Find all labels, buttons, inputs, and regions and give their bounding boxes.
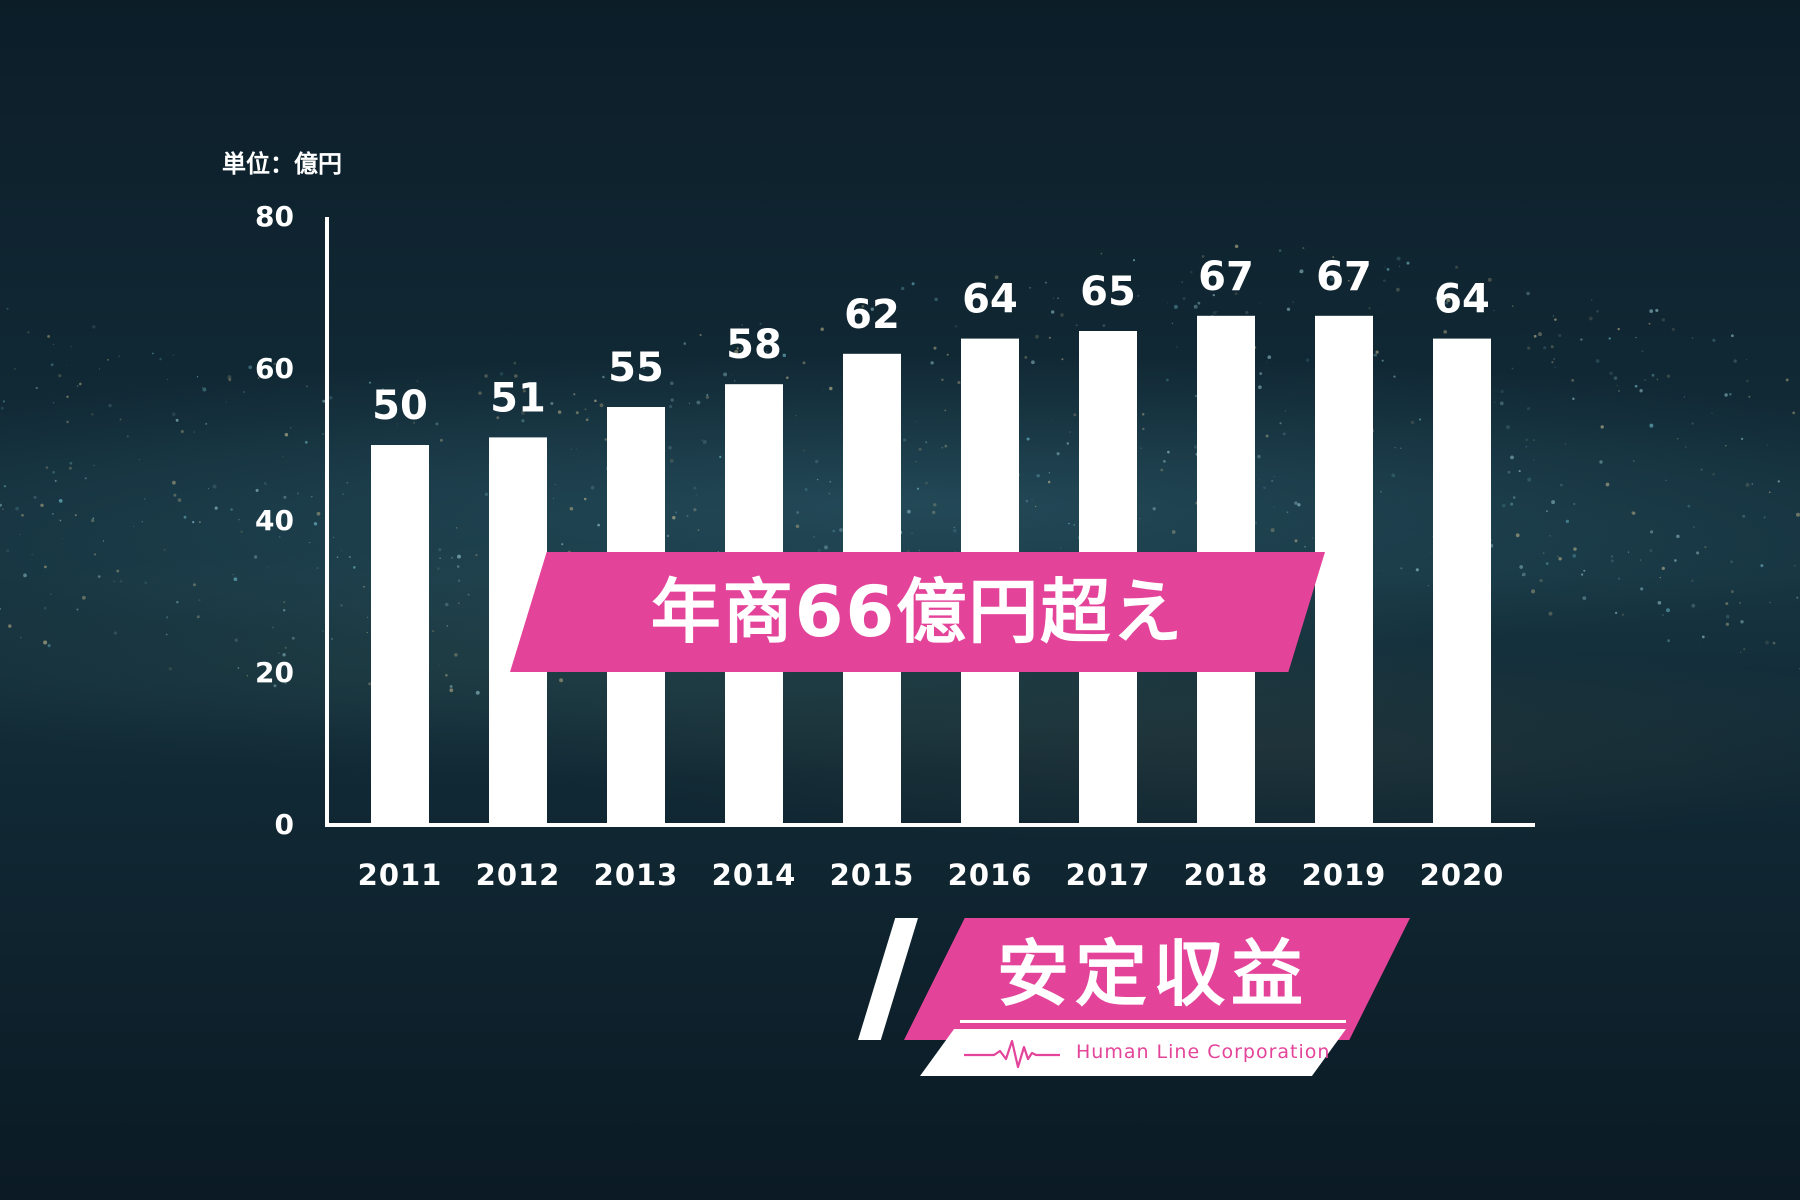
x-tick-label-2012: 2012 <box>476 858 561 892</box>
logo-underline <box>960 1020 1346 1023</box>
y-tick-label: 80 <box>255 200 294 233</box>
data-label-2019: 67 <box>1316 254 1372 300</box>
x-tick-label-2017: 2017 <box>1066 858 1151 892</box>
data-label-2020: 64 <box>1434 277 1490 323</box>
x-tick-label-2014: 2014 <box>712 858 797 892</box>
bar-2019 <box>1315 315 1373 825</box>
x-tick-label-2020: 2020 <box>1420 858 1505 892</box>
y-tick-label: 20 <box>255 656 294 689</box>
x-tick-label-2015: 2015 <box>830 858 915 892</box>
data-label-2014: 58 <box>726 322 782 368</box>
y-tick-label: 0 <box>275 808 294 841</box>
headline-banner <box>510 552 1325 672</box>
x-tick-label-2013: 2013 <box>594 858 679 892</box>
bar-2020 <box>1433 338 1491 825</box>
logo: 安定収益 Human Line Corporation <box>858 918 1410 1080</box>
data-label-2011: 50 <box>372 383 428 429</box>
data-label-2013: 55 <box>608 345 664 391</box>
logo-white-band <box>920 1029 1346 1076</box>
data-label-2016: 64 <box>962 277 1018 323</box>
y-tick-label: 40 <box>255 504 294 537</box>
bar-2011 <box>371 445 429 825</box>
data-label-2012: 51 <box>490 375 546 421</box>
x-tick-labels: 2011 2012 2013 2014 2015 2016 2017 2018 2019 2020 <box>358 858 1505 892</box>
heartbeat-wave-icon <box>964 1039 1060 1069</box>
x-tick-label-2011: 2011 <box>358 858 443 892</box>
data-label-2015: 62 <box>844 292 900 338</box>
y-tick-label: 60 <box>255 352 294 385</box>
logo-white-stripe <box>858 918 918 1040</box>
x-tick-label-2016: 2016 <box>948 858 1033 892</box>
x-tick-label-2019: 2019 <box>1302 858 1387 892</box>
x-tick-label-2018: 2018 <box>1184 858 1269 892</box>
logo-pink-panel <box>904 918 1410 1040</box>
logo-company-name: Human Line Corporation <box>1076 1041 1331 1063</box>
data-label-2018: 67 <box>1198 254 1254 300</box>
data-label-2017: 65 <box>1080 269 1136 315</box>
y-tick-labels: 0 20 40 60 80 <box>255 200 294 841</box>
data-labels: 50 51 55 58 62 64 65 67 67 64 <box>372 254 1490 429</box>
logo-title: 安定収益 <box>996 932 1309 1016</box>
headline-text: 年商66億円超え <box>650 571 1185 653</box>
unit-label: 単位：億円 <box>222 150 342 178</box>
